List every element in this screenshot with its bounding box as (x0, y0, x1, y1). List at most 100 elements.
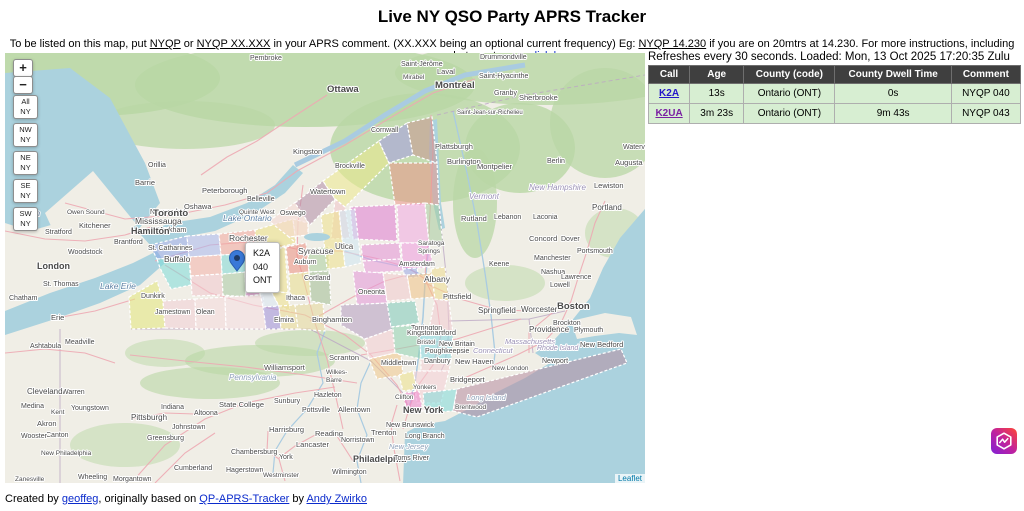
map-label: Reading (315, 429, 343, 438)
map-label: New Bedford (580, 340, 623, 349)
map-label: New Philadelphia (41, 450, 92, 457)
map-label: Chatham (9, 295, 38, 302)
map-label: Brockton (553, 320, 581, 327)
map-label: Wilkes- (326, 369, 347, 376)
water-body (141, 165, 303, 246)
callsign-link[interactable]: K2A (659, 88, 680, 99)
zoom-out-button[interactable]: − (13, 76, 33, 94)
river-line (452, 110, 496, 372)
map-label: Montpelier (477, 162, 513, 171)
map-label: Laval (437, 67, 455, 76)
region-button-nw-ny[interactable]: NW NY (13, 123, 38, 147)
map-label: Long Island (467, 393, 507, 402)
road-line (200, 94, 328, 176)
status-widget-badge[interactable] (991, 428, 1017, 454)
region-button-sw-ny[interactable]: SW NY (13, 207, 38, 231)
map-label: Yonkers (413, 384, 437, 391)
table-cell: 3m 23s (689, 103, 745, 124)
forest-area (95, 101, 275, 149)
county-genesee (188, 254, 223, 277)
column-header: County Dwell Time (834, 65, 952, 84)
map-label: Binghamton (312, 315, 352, 324)
county-orleans (186, 233, 222, 258)
water-body (403, 208, 645, 483)
region-button-se-ny[interactable]: SE NY (13, 179, 38, 203)
river-line (356, 360, 372, 483)
map-label: Lebanon (494, 214, 521, 221)
map-label: Akron (37, 419, 57, 428)
pulse-hexagon-icon (991, 428, 1017, 454)
county-otsego (352, 270, 388, 306)
map-label: Owen Sound (67, 209, 105, 216)
map-label: Rochester (229, 233, 268, 243)
map-label: Granby (494, 90, 517, 97)
road-line (390, 404, 401, 482)
region-button-ne-ny[interactable]: NE NY (13, 151, 38, 175)
map-canvas: Pembroke Drummondville Saint-Jérôme Mirabel… (5, 53, 645, 483)
map-label: Toms River (394, 455, 430, 462)
map-label: Allentown (338, 405, 371, 414)
map-label: Lancaster (296, 440, 329, 449)
region-button-all-ny[interactable]: All NY (13, 95, 38, 119)
map-label: Hazleton (314, 392, 342, 399)
table-cell: NYQP 040 (950, 83, 1022, 104)
county-warren (396, 202, 430, 244)
source-project-link[interactable]: QP-APRS-Tracker (199, 493, 290, 505)
map-label: Johnstown (172, 424, 206, 431)
county-rensselaer (430, 266, 450, 302)
map-label: New Hampshire (529, 183, 586, 192)
map-label: Saint-Jean-sur-Richelieu (457, 110, 523, 116)
county-rockland (398, 370, 418, 392)
map-label: Massachusetts (505, 337, 555, 346)
map-label: Saint-Hyacinthe (479, 73, 529, 80)
page-title: Live NY QSO Party APRS Tracker (377, 7, 647, 26)
road-line (154, 432, 216, 483)
map-label: Auburn (294, 259, 317, 266)
map-label: St. Thomas (43, 281, 79, 288)
aprs-map[interactable]: Pembroke Drummondville Saint-Jérôme Mirabel… (5, 53, 645, 483)
map-label: Scranton (329, 353, 359, 362)
map-label: Altoona (194, 410, 218, 417)
map-label: Markham (157, 227, 186, 234)
map-label: Saint-Jérôme (401, 61, 443, 68)
map-label: Westminster (263, 472, 300, 479)
zoom-in-button[interactable]: + (13, 59, 33, 77)
map-label: Youngstown (71, 405, 109, 412)
nyqp-freq-keyword: NYQP XX.XXX (196, 38, 271, 50)
map-label: New Jersey (389, 442, 429, 451)
county-st-lawrence (322, 140, 390, 208)
map-label: Springfield (478, 306, 516, 315)
map-label: Orillia (148, 162, 166, 169)
county-wyoming (190, 273, 224, 297)
map-label: Clifton (395, 394, 414, 401)
county-montgomery (362, 258, 404, 274)
map-label: Brentwood (455, 404, 486, 411)
map-label: Ottawa (327, 84, 359, 95)
tooltip-line: K2A (253, 248, 271, 258)
nyqp-keyword: NYQP (149, 38, 181, 50)
small-lake (583, 345, 597, 351)
tooltip-line: 040 (253, 261, 269, 272)
map-label: Quinte West (239, 209, 275, 216)
forest-area (465, 265, 545, 301)
county-chemung (262, 305, 282, 330)
county-new-york-city (402, 390, 424, 414)
author-link[interactable]: geoffeg (61, 493, 99, 505)
leaflet-link[interactable]: Leaflet (617, 474, 642, 483)
map-label: Saratoga (418, 240, 445, 247)
map-label: Mirabel (403, 74, 425, 81)
map-label: Waterville (623, 144, 645, 151)
callsign-link[interactable]: K2UA (655, 108, 683, 119)
county-fulton (360, 242, 402, 262)
original-author-link[interactable]: Andy Zwirko (306, 493, 367, 505)
map-label: Berlin (547, 158, 565, 165)
map-label: Rhode Island (537, 345, 579, 352)
map-label: Newport (542, 358, 568, 365)
map-label: Springs (418, 248, 441, 255)
map-label: Philadelphia (353, 454, 407, 464)
table-cell: 13s (689, 83, 745, 104)
map-label: Plymouth (574, 327, 603, 334)
map-label: Concord (529, 234, 557, 243)
map-label: Indiana (161, 404, 184, 411)
map-label: Dunkirk (141, 293, 165, 300)
